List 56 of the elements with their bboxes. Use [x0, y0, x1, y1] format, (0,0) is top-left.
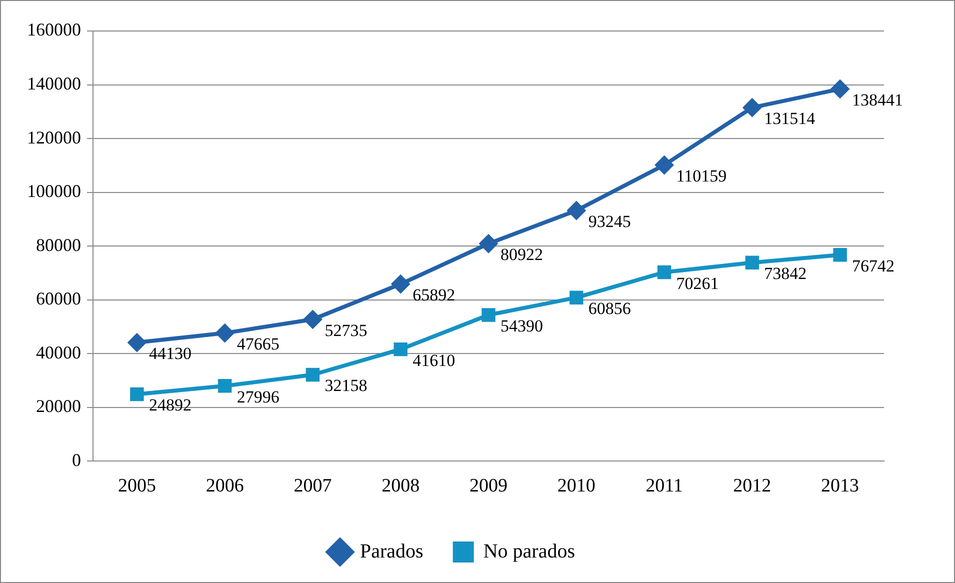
point — [657, 265, 672, 280]
data-label: 60856 — [588, 299, 631, 318]
y-tick-label: 0 — [72, 450, 81, 470]
point — [745, 256, 760, 270]
x-tick-label: 2009 — [470, 476, 508, 497]
point — [570, 290, 584, 304]
point — [215, 324, 234, 343]
data-label: 76742 — [852, 256, 895, 276]
point — [391, 274, 410, 294]
data-label: 138441 — [852, 90, 904, 110]
x-tick-label: 2005 — [118, 476, 156, 497]
data-label: 32158 — [324, 376, 368, 396]
y-tick-label: 140000 — [27, 74, 81, 94]
point — [654, 156, 674, 175]
y-tick-label: 100000 — [27, 181, 81, 202]
data-label: 93245 — [588, 212, 631, 231]
x-tick-label: 2006 — [206, 476, 244, 497]
y-tick-label: 160000 — [27, 20, 81, 40]
data-label: 110159 — [676, 166, 727, 186]
point — [566, 200, 586, 220]
point — [742, 98, 762, 118]
point — [130, 387, 144, 402]
data-label: 54390 — [500, 316, 543, 336]
legend-label: Parados — [360, 540, 424, 562]
x-tick-label: 2013 — [821, 476, 860, 497]
x-tick-label: 2008 — [382, 476, 420, 497]
data-label: 47665 — [236, 334, 280, 354]
y-tick-label: 40000 — [36, 342, 81, 362]
y-tick-label: 60000 — [36, 288, 81, 309]
point — [830, 79, 850, 98]
point — [303, 310, 322, 329]
point — [127, 333, 146, 352]
y-tick-label: 80000 — [36, 234, 81, 255]
x-tick-label: 2012 — [733, 476, 772, 497]
data-label: 73842 — [764, 264, 807, 284]
point — [218, 379, 232, 393]
data-label: 70261 — [676, 274, 719, 293]
data-label: 44130 — [148, 344, 192, 364]
data-label: 24892 — [148, 396, 192, 415]
legend-label: No parados — [483, 540, 576, 562]
y-tick-label: 20000 — [36, 396, 81, 416]
data-label: 131514 — [764, 109, 816, 128]
point — [482, 308, 496, 322]
x-tick-label: 2007 — [294, 476, 332, 497]
data-label: 27996 — [236, 387, 280, 406]
point — [394, 342, 408, 356]
x-tick-label: 2011 — [646, 476, 683, 497]
data-label: 80922 — [500, 245, 543, 264]
data-label: 41610 — [412, 350, 456, 370]
point — [306, 368, 320, 382]
point — [833, 248, 847, 262]
point — [479, 234, 498, 254]
data-label: 52735 — [324, 320, 368, 340]
y-tick-label: 120000 — [27, 127, 81, 148]
x-tick-label: 2010 — [557, 476, 596, 497]
data-label: 65892 — [412, 286, 456, 304]
